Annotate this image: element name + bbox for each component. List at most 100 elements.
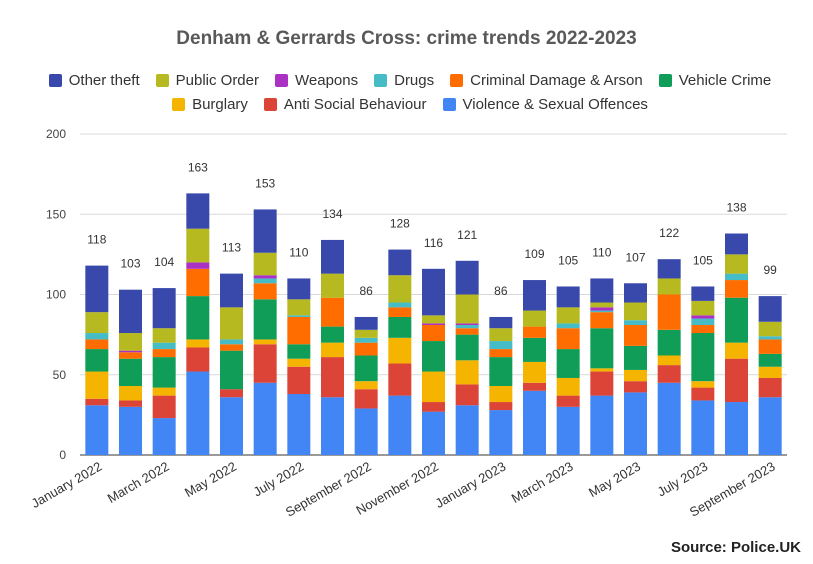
bar-segment xyxy=(354,355,378,382)
legend-item: Vehicle Crime xyxy=(658,71,772,89)
bar-segment xyxy=(253,278,277,284)
bar-segment xyxy=(758,353,782,367)
bar-segment xyxy=(422,411,445,455)
bar-segment xyxy=(657,355,681,366)
bar-segment xyxy=(388,316,412,338)
bar-segment xyxy=(354,342,378,356)
bar-segment xyxy=(354,408,378,455)
total-label: 110 xyxy=(289,245,308,259)
bar-segment xyxy=(354,381,378,390)
bar-segment xyxy=(455,324,479,329)
bar-segment xyxy=(220,350,243,390)
bar-segment xyxy=(523,390,546,455)
total-label: 107 xyxy=(625,250,645,264)
legend-item: Anti Social Behaviour xyxy=(263,95,427,113)
bar-segment xyxy=(186,296,210,340)
x-tick-label: March 2022 xyxy=(105,459,172,506)
bar-segment xyxy=(152,387,176,396)
bar-segment xyxy=(523,337,546,362)
bar-segment xyxy=(489,385,513,403)
total-label: 118 xyxy=(87,233,106,247)
bar-segment xyxy=(556,395,580,407)
bar-segment xyxy=(152,357,176,388)
legend-label: Anti Social Behaviour xyxy=(283,95,427,113)
bar-segment xyxy=(152,418,176,455)
y-tick-label: 100 xyxy=(46,288,66,302)
y-tick-label: 0 xyxy=(59,448,66,462)
total-label: 163 xyxy=(188,160,208,174)
bar-segment xyxy=(691,300,715,316)
bar-segment xyxy=(624,392,647,455)
bar-segment xyxy=(523,361,546,383)
bar-segment xyxy=(725,402,748,455)
bar-segment xyxy=(85,312,109,334)
bar-segment xyxy=(253,252,277,276)
bar-segment xyxy=(85,339,109,350)
bar-segment xyxy=(388,249,412,276)
bar-segment xyxy=(455,260,479,295)
bar-segment xyxy=(523,310,546,327)
bar-segment xyxy=(691,333,715,382)
legend-swatch xyxy=(155,73,169,87)
legend: Other theft Public Order Weapons Drugs Crimi… xyxy=(20,68,800,116)
total-label: 105 xyxy=(693,253,713,267)
bar-segment xyxy=(119,400,142,407)
bar-segment xyxy=(186,371,210,455)
legend-item: Violence & Sexual Offences xyxy=(442,95,648,113)
bar-segment xyxy=(422,402,445,412)
bar-segment xyxy=(691,318,715,325)
bar-segment xyxy=(321,239,344,274)
bar-segment xyxy=(354,329,378,338)
bar-segment xyxy=(455,323,479,325)
bar-segment xyxy=(725,342,748,359)
bar-segment xyxy=(321,357,344,398)
legend-label: Vehicle Crime xyxy=(678,71,772,89)
bar-segment xyxy=(523,280,546,311)
bar-segment xyxy=(85,333,109,340)
bar-segment xyxy=(556,349,580,378)
bar-segment xyxy=(657,278,681,295)
bar-segment xyxy=(455,294,479,324)
bar-segment xyxy=(725,273,748,281)
legend-item: Drugs xyxy=(374,72,434,89)
bar-segment xyxy=(321,273,344,298)
bar-segment xyxy=(725,358,748,403)
bar-segment xyxy=(657,365,681,383)
bar-segment xyxy=(152,395,176,419)
bar-segment xyxy=(152,349,176,358)
bar-segment xyxy=(287,278,311,300)
bar-segment xyxy=(422,268,445,316)
bar-segment xyxy=(354,316,378,330)
bar-segment xyxy=(489,402,513,411)
legend-label: Criminal Damage & Arson xyxy=(470,71,643,89)
bar-segment xyxy=(758,296,782,322)
legend-label: Drugs xyxy=(394,71,435,89)
legend-label: Other theft xyxy=(68,71,140,89)
bar-segment xyxy=(220,339,243,345)
bar-segment xyxy=(253,209,277,253)
bar-segment xyxy=(590,371,614,396)
total-label: 103 xyxy=(120,257,140,271)
bar-segment xyxy=(220,397,243,455)
bar-segment xyxy=(354,337,378,343)
x-tick-label: January 2022 xyxy=(29,459,105,511)
bar-segment xyxy=(354,389,378,409)
bar-segment xyxy=(287,315,311,317)
bar-segment xyxy=(119,350,142,353)
total-label: 105 xyxy=(558,253,578,267)
bar-segment xyxy=(119,352,142,359)
total-label: 138 xyxy=(726,201,746,215)
x-tick-label: May 2023 xyxy=(586,459,643,501)
bar-segment xyxy=(388,307,412,317)
bar-segment xyxy=(624,369,647,382)
bar-segment xyxy=(523,326,546,338)
bar-segment xyxy=(287,358,311,367)
bar-segment xyxy=(556,286,580,308)
bar-segment xyxy=(758,377,782,398)
bar-segment xyxy=(220,307,243,340)
bar-segment xyxy=(220,389,243,398)
bar-segment xyxy=(556,307,580,324)
bar-segment xyxy=(388,363,412,396)
legend-label: Violence & Sexual Offences xyxy=(462,95,648,113)
legend-swatch xyxy=(374,73,388,87)
